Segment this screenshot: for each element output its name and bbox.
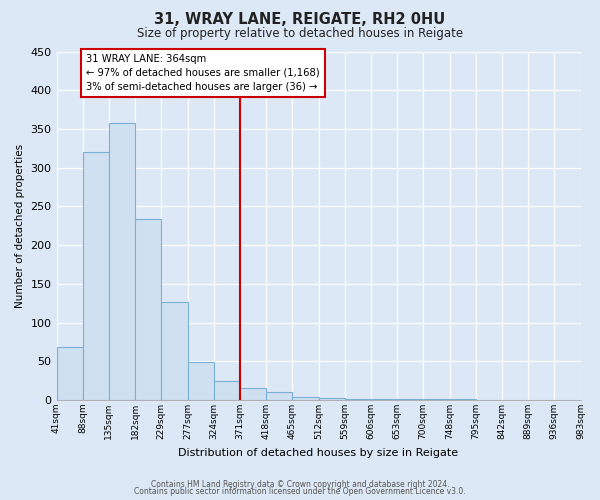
Bar	[266, 392, 292, 400]
Bar	[450, 399, 476, 400]
Bar	[135, 219, 161, 400]
Bar	[397, 399, 423, 400]
Bar	[161, 302, 188, 400]
Bar	[319, 398, 344, 400]
Bar	[83, 152, 109, 400]
Y-axis label: Number of detached properties: Number of detached properties	[15, 144, 25, 308]
Bar	[423, 399, 450, 400]
Bar	[56, 348, 83, 400]
Bar	[109, 123, 135, 400]
X-axis label: Distribution of detached houses by size in Reigate: Distribution of detached houses by size …	[178, 448, 458, 458]
Text: Size of property relative to detached houses in Reigate: Size of property relative to detached ho…	[137, 28, 463, 40]
Text: 31, WRAY LANE, REIGATE, RH2 0HU: 31, WRAY LANE, REIGATE, RH2 0HU	[154, 12, 446, 28]
Text: Contains HM Land Registry data © Crown copyright and database right 2024.: Contains HM Land Registry data © Crown c…	[151, 480, 449, 489]
Bar	[240, 388, 266, 400]
Text: 31 WRAY LANE: 364sqm
← 97% of detached houses are smaller (1,168)
3% of semi-det: 31 WRAY LANE: 364sqm ← 97% of detached h…	[86, 54, 320, 92]
Bar	[188, 362, 214, 400]
Text: Contains public sector information licensed under the Open Government Licence v3: Contains public sector information licen…	[134, 488, 466, 496]
Bar	[292, 397, 319, 400]
Bar	[344, 399, 371, 400]
Bar	[214, 382, 240, 400]
Bar	[371, 399, 397, 400]
